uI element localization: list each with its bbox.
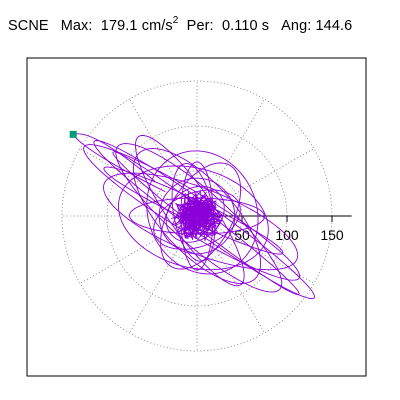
grid-spoke-240 [129,215,198,334]
max-value: 179.1 [100,17,138,34]
chart-title: SCNE Max: 179.1 cm/s2 Per: 0.110 s Ang: 14… [8,15,353,34]
orbit-loop-6 [118,165,269,271]
orbit-loop-11 [160,162,242,270]
radial-axis: 50 100 150 [197,215,352,243]
orbit-loop-15 [134,135,245,287]
orbit-loop-7 [146,150,259,275]
orbit-loop-4 [132,148,262,284]
tick-label-150: 150 [320,227,344,243]
grid-spoke-300 [196,215,265,334]
orbit-loop-16 [103,172,299,271]
plot-frame [26,57,367,377]
max-marker [69,130,77,138]
period-value: 0.110 s [221,17,270,34]
grid-spoke-150 [79,148,198,217]
tick-label-100: 100 [275,227,299,243]
max-unit: cm/s [141,17,173,34]
max-label: Max: [60,17,93,34]
orbit-core [171,189,225,242]
grid-spoke-30 [196,148,315,217]
max-point-marker [69,130,77,138]
grid-spoke-120 [129,98,198,217]
grid-spoke-60 [196,98,265,217]
orbit-loop-5 [112,151,300,296]
grid-spoke-210 [79,215,198,284]
max-unit-exponent: 2 [172,15,179,26]
orbit-trace [72,133,316,300]
angle-label: Ang: [281,17,312,34]
angle-value: 144.6 [315,17,353,34]
orbit-loop-14 [129,197,265,235]
orbit-loop-12 [158,177,236,255]
orbit-loop-8 [180,161,214,271]
period-label: Per: [186,17,214,34]
station-code: SCNE [8,17,49,34]
orbit-loop-3 [103,166,284,255]
